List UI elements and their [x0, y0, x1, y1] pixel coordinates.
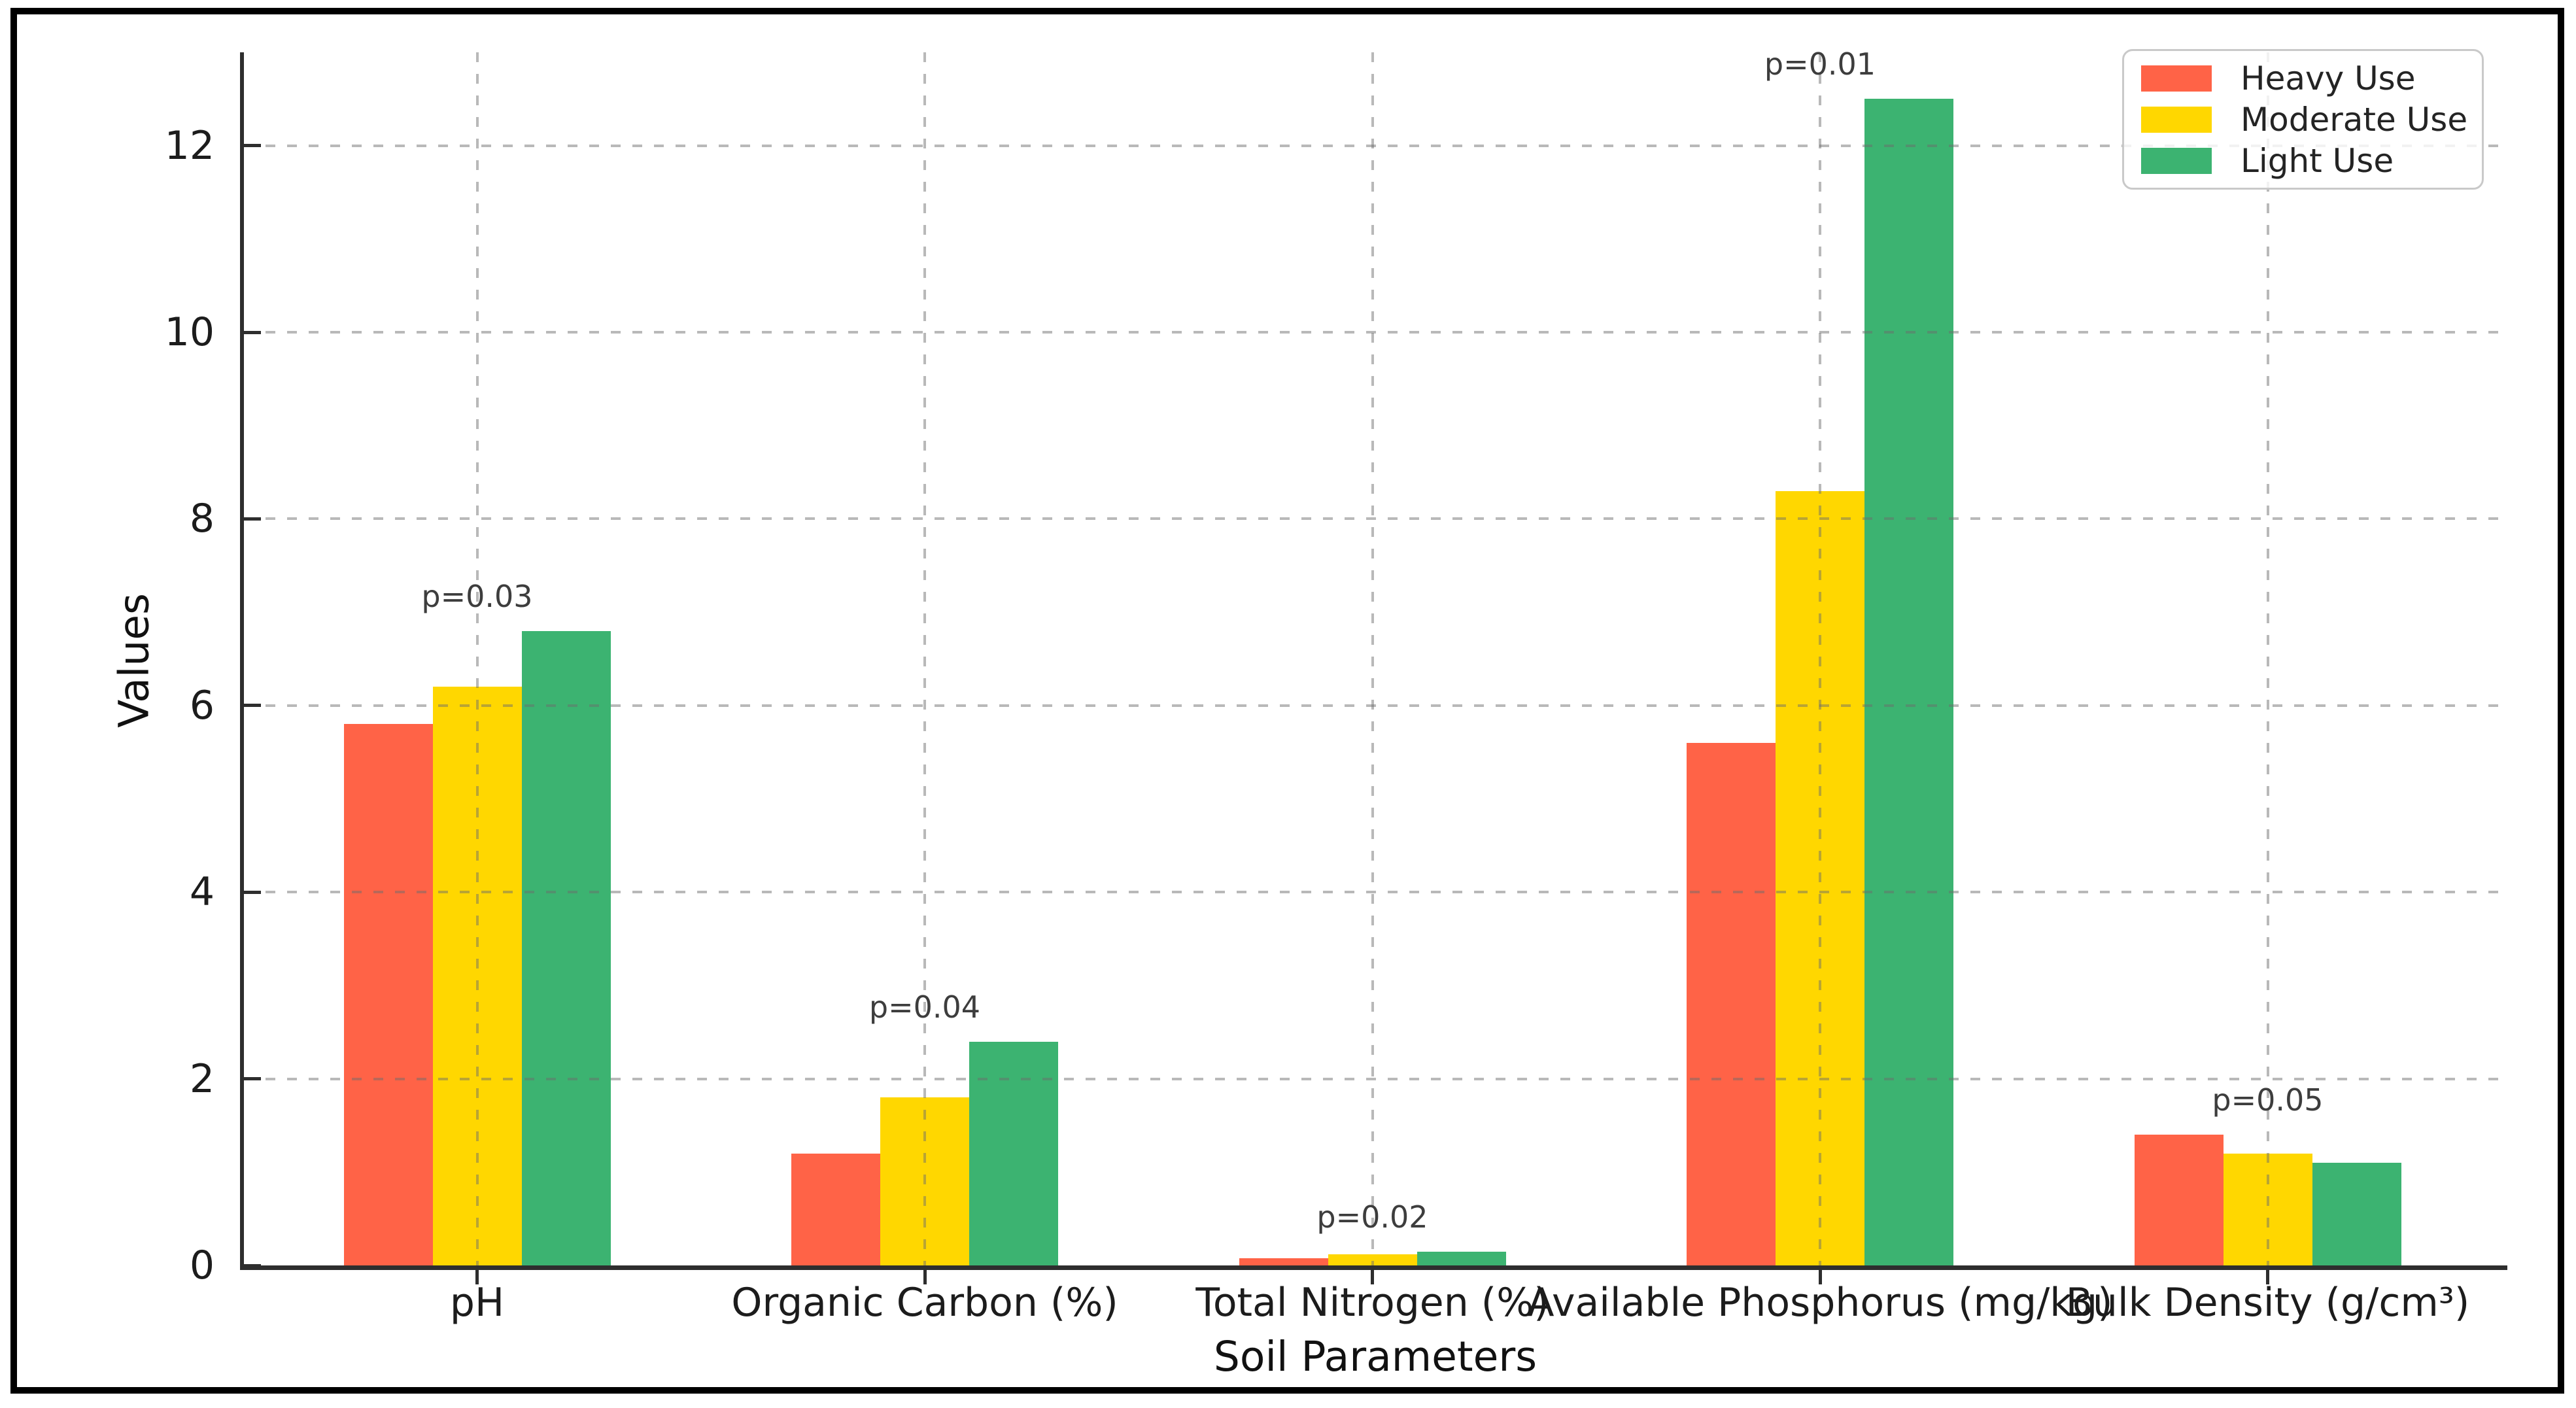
x-gridline — [1819, 52, 1821, 1265]
bar-heavy-use — [1687, 742, 1776, 1265]
bar-moderate-use — [2223, 1153, 2312, 1265]
bar-moderate-use — [1776, 490, 1864, 1265]
legend-swatch-light-use — [2141, 147, 2212, 174]
y-tick-mark — [244, 704, 261, 708]
x-tick-mark — [1818, 1270, 1822, 1284]
y-tick-label: 12 — [164, 122, 215, 169]
legend-item-light-use: Light Use — [2141, 145, 2482, 177]
y-tick-label: 0 — [189, 1243, 215, 1288]
legend-label: Light Use — [2241, 141, 2394, 180]
y-tick-mark — [244, 144, 261, 148]
y-tick-mark — [244, 1263, 261, 1267]
p-value-annotation: p=0.05 — [2212, 1082, 2324, 1118]
x-tick-mark — [923, 1270, 927, 1284]
y-tick-mark — [244, 517, 261, 521]
bar-light-use — [521, 630, 611, 1265]
y-gridline — [244, 144, 2507, 147]
x-tick-mark — [475, 1270, 479, 1284]
legend-label: Heavy Use — [2241, 59, 2416, 97]
bar-heavy-use — [343, 724, 433, 1265]
x-tick-label: Total Nitrogen (%) — [1195, 1280, 1549, 1326]
x-axis-title: Soil Parameters — [1213, 1333, 1537, 1381]
x-gridline — [1371, 52, 1374, 1265]
legend-swatch-moderate-use — [2141, 106, 2212, 133]
bar-moderate-use — [432, 687, 522, 1265]
bar-light-use — [969, 1041, 1058, 1265]
legend-item-heavy-use: Heavy Use — [2141, 62, 2482, 95]
bar-moderate-use — [880, 1097, 969, 1265]
x-tick-label: Bulk Density (g/cm³) — [2065, 1280, 2470, 1326]
x-tick-mark — [2266, 1270, 2269, 1284]
p-value-annotation: p=0.02 — [1316, 1199, 1428, 1235]
y-gridline — [244, 517, 2507, 521]
y-gridline — [244, 704, 2507, 707]
y-gridline — [244, 1077, 2507, 1080]
y-tick-label: 6 — [189, 682, 215, 729]
y-tick-label: 4 — [189, 869, 215, 916]
bar-light-use — [1417, 1251, 1506, 1265]
legend-swatch-heavy-use — [2141, 65, 2212, 92]
p-value-annotation: p=0.04 — [868, 989, 981, 1025]
y-tick-label: 2 — [189, 1056, 215, 1102]
y-tick-label: 8 — [189, 496, 215, 542]
x-gridline — [475, 52, 479, 1265]
x-gridline — [2266, 52, 2269, 1265]
bar-heavy-use — [791, 1153, 880, 1265]
p-value-annotation: p=0.03 — [421, 578, 533, 614]
bar-heavy-use — [2134, 1135, 2224, 1265]
x-tick-mark — [1371, 1270, 1374, 1284]
plot-area: 0 2 4 6 8 10 12 pH p=0.03 Organic Carbon (%) p=0.0… — [165, 46, 2507, 1326]
y-tick-mark — [244, 890, 261, 894]
y-tick-label: 10 — [164, 309, 215, 356]
p-value-annotation: p=0.01 — [1764, 46, 1876, 82]
x-tick-label: Organic Carbon (%) — [731, 1280, 1118, 1326]
legend-item-moderate-use: Moderate Use — [2141, 103, 2482, 136]
bar-light-use — [2312, 1163, 2401, 1265]
bar-light-use — [1864, 99, 1953, 1265]
legend: Heavy Use Moderate Use Light Use — [2122, 49, 2484, 190]
y-gridline — [244, 331, 2507, 334]
x-tick-label: Available Phosphorus (mg/kg) — [1527, 1280, 2113, 1326]
bar-moderate-use — [1328, 1254, 1417, 1265]
legend-label: Moderate Use — [2241, 100, 2468, 139]
y-tick-mark — [244, 1077, 261, 1081]
x-tick-label: pH — [449, 1280, 505, 1326]
bar-heavy-use — [1239, 1258, 1328, 1265]
y-tick-mark — [244, 330, 261, 334]
x-gridline — [923, 52, 926, 1265]
y-gridline — [244, 891, 2507, 894]
